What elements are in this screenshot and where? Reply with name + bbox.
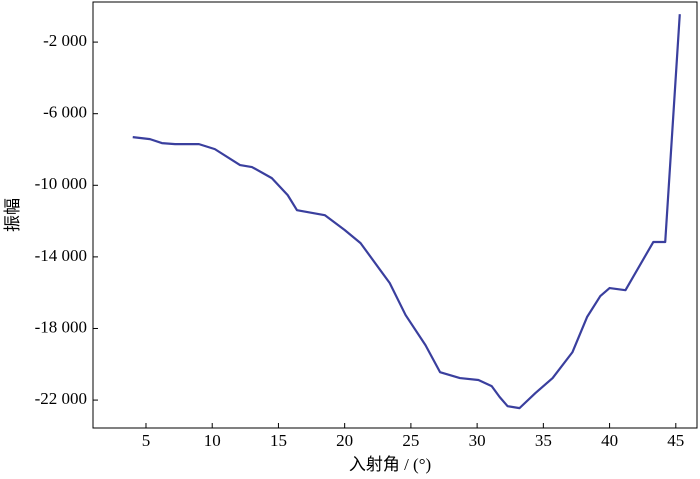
x-tick-label: 35 [535,431,552,450]
x-tick-label: 15 [270,431,287,450]
x-tick-label: 20 [336,431,353,450]
x-tick-label: 10 [204,431,221,450]
y-tick-label: -2 000 [43,31,87,50]
y-tick-label: -22 000 [35,389,87,408]
plot-frame [92,1,698,429]
y-axis-label: 振幅 [3,198,22,232]
y-tick-label: -10 000 [35,174,87,193]
y-tick-label: -14 000 [35,246,87,265]
x-tick-label: 45 [667,431,684,450]
x-tick-label: 30 [469,431,486,450]
x-axis-label: 入射角 / (°) [349,455,431,474]
x-tick-label: 40 [601,431,618,450]
y-tick-label: -6 000 [43,103,87,122]
x-tick-label: 5 [142,431,151,450]
x-tick-label: 25 [402,431,419,450]
data-line [132,14,681,410]
y-tick-label: -18 000 [35,317,87,336]
